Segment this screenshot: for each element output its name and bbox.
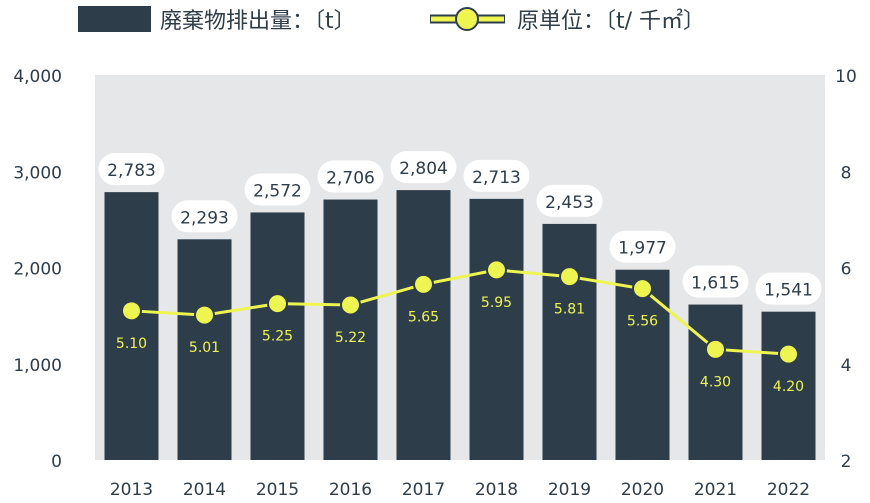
y-right-tick-8: 8 <box>841 163 852 183</box>
line-point-2017 <box>413 273 434 295</box>
y-right-tick-10: 10 <box>835 67 857 87</box>
line-label-2013: 5.10 <box>116 336 147 352</box>
y-right-tick-6: 6 <box>841 260 852 280</box>
line-label-2014: 5.01 <box>189 340 220 356</box>
bar-label-bg-2014 <box>171 200 238 233</box>
line-path <box>131 268 789 356</box>
line-label-2017: 5.65 <box>408 309 439 325</box>
line-point-2019 <box>559 266 580 288</box>
x-tick-2017: 2017 <box>402 480 445 500</box>
bar-label-bg-2020 <box>609 230 676 263</box>
legend-line-label: 原単位：〔t/ 千㎡〕 <box>517 8 705 34</box>
bar-label-2020: 1,977 <box>618 239 667 259</box>
legend: 廃棄物排出量：〔t〕 原単位：〔t/ 千㎡〕 <box>78 6 705 34</box>
bar-2016 <box>323 199 378 461</box>
x-tick-2015: 2015 <box>256 480 299 500</box>
axes: 0 1,000 2,000 3,000 4,000 2 4 6 8 10 2013 2014 2015 2… <box>13 67 856 500</box>
y-left-tick-2000: 2,000 <box>13 260 62 280</box>
line-label-2018: 5.95 <box>481 295 512 311</box>
bar-2018 <box>469 198 524 460</box>
legend-line-marker <box>455 7 479 31</box>
bar-label-2017: 2,804 <box>399 159 448 179</box>
bar-label-bg-2017 <box>390 151 457 184</box>
bar-label-2015: 2,572 <box>253 181 302 201</box>
bar-label-bg-2021 <box>682 265 749 298</box>
bar-2014 <box>177 239 232 460</box>
line-label-2020: 5.56 <box>627 314 658 330</box>
bar-label-bg-2018 <box>463 159 530 192</box>
bar-2017 <box>396 190 451 461</box>
bar-2015 <box>250 212 305 460</box>
bar-label-2013: 2,783 <box>107 161 156 181</box>
bar-2022 <box>761 311 816 460</box>
bar-label-bg-2016 <box>317 160 384 193</box>
line-point-2022 <box>778 343 799 365</box>
line-point-2021 <box>705 338 726 360</box>
line-point-2013 <box>121 300 142 322</box>
bar-label-2021: 1,615 <box>691 274 740 294</box>
line-label-2016: 5.22 <box>335 330 366 346</box>
bar-2021 <box>688 304 743 460</box>
line-label-2019: 5.81 <box>554 302 585 318</box>
line-point-2020 <box>632 278 653 300</box>
x-tick-2016: 2016 <box>329 480 372 500</box>
y-left-tick-0: 0 <box>51 452 62 472</box>
bar-2019 <box>542 223 597 460</box>
x-tick-2021: 2021 <box>694 480 737 500</box>
line-point-2016 <box>340 294 361 316</box>
bar-label-bg-2015 <box>244 173 311 206</box>
x-tick-2019: 2019 <box>548 480 591 500</box>
line-label-2022: 4.20 <box>773 379 804 395</box>
bar-series <box>104 190 816 461</box>
bar-label-bg-2022 <box>755 272 822 305</box>
bar-label-bg-2019 <box>536 184 603 217</box>
x-tick-2013: 2013 <box>110 480 153 500</box>
bar-2020 <box>615 269 670 460</box>
bar-2013 <box>104 192 159 461</box>
legend-bar-swatch <box>78 6 151 32</box>
line-point-2018 <box>486 259 507 281</box>
line-point-2015 <box>267 293 288 315</box>
x-tick-2022: 2022 <box>767 480 810 500</box>
data-labels: 2,783 2,293 2,572 2,706 2,804 2,713 2,453 1,977… <box>98 151 822 395</box>
y-left-tick-4000: 4,000 <box>13 67 62 87</box>
y-left-tick-3000: 3,000 <box>13 163 62 183</box>
bar-label-2016: 2,706 <box>326 169 375 189</box>
x-tick-2018: 2018 <box>475 480 518 500</box>
x-tick-2014: 2014 <box>183 480 226 500</box>
legend-bar-label: 廃棄物排出量：〔t〕 <box>160 9 356 34</box>
y-right-tick-2: 2 <box>841 452 852 472</box>
bar-label-2019: 2,453 <box>545 193 594 213</box>
y-right-tick-4: 4 <box>841 356 852 376</box>
bar-label-2018: 2,713 <box>472 168 521 188</box>
y-left-tick-1000: 1,000 <box>13 356 62 376</box>
line-label-2021: 4.30 <box>700 374 731 390</box>
line-point-2014 <box>194 304 215 326</box>
bar-label-2014: 2,293 <box>180 208 229 228</box>
line-series <box>121 259 799 365</box>
line-label-2015: 5.25 <box>262 329 293 345</box>
bar-label-bg-2013 <box>98 153 165 186</box>
x-tick-2020: 2020 <box>621 480 664 500</box>
bar-label-2022: 1,541 <box>764 281 813 301</box>
